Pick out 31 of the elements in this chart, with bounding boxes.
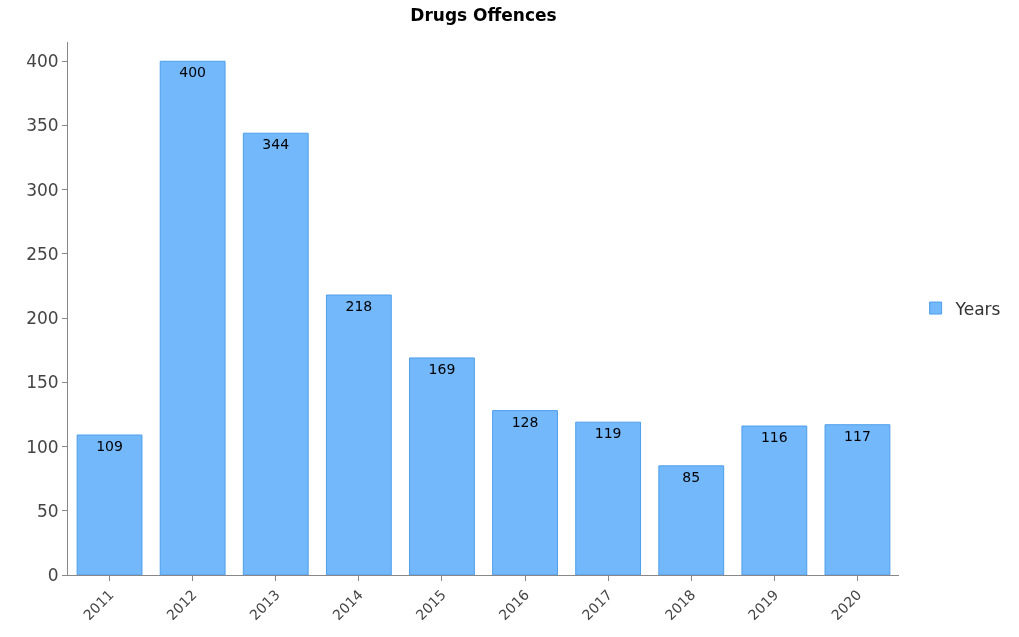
bar xyxy=(741,425,808,575)
data-label: 400 xyxy=(179,64,207,81)
chart-title: Drugs Offences xyxy=(410,5,557,26)
data-label: 116 xyxy=(760,429,788,446)
y-tick-label: 300 xyxy=(26,179,59,200)
bar xyxy=(492,410,558,575)
y-tick-label: 350 xyxy=(26,115,59,136)
y-tick-label: 250 xyxy=(26,243,59,264)
bar xyxy=(76,434,143,575)
data-label: 128 xyxy=(511,413,539,430)
data-label: 109 xyxy=(96,438,123,455)
data-label: 85 xyxy=(682,468,701,485)
bar xyxy=(824,424,891,575)
legend-label: Years xyxy=(954,298,1001,319)
bar xyxy=(658,465,725,575)
y-tick-label: 400 xyxy=(26,51,59,72)
data-label: 117 xyxy=(844,427,871,444)
y-tick-label: 200 xyxy=(26,308,59,329)
bar xyxy=(409,357,475,575)
data-label: 344 xyxy=(262,136,290,153)
bar xyxy=(575,421,642,575)
data-label: 218 xyxy=(345,298,373,315)
bar xyxy=(242,132,309,575)
y-tick-label: 0 xyxy=(47,564,59,585)
bar xyxy=(159,60,226,575)
bar xyxy=(325,294,392,575)
data-label: 119 xyxy=(594,425,622,442)
data-label: 169 xyxy=(428,360,456,377)
y-tick-label: 100 xyxy=(26,436,59,457)
y-tick-label: 150 xyxy=(26,372,59,393)
y-tick-label: 50 xyxy=(36,500,59,521)
